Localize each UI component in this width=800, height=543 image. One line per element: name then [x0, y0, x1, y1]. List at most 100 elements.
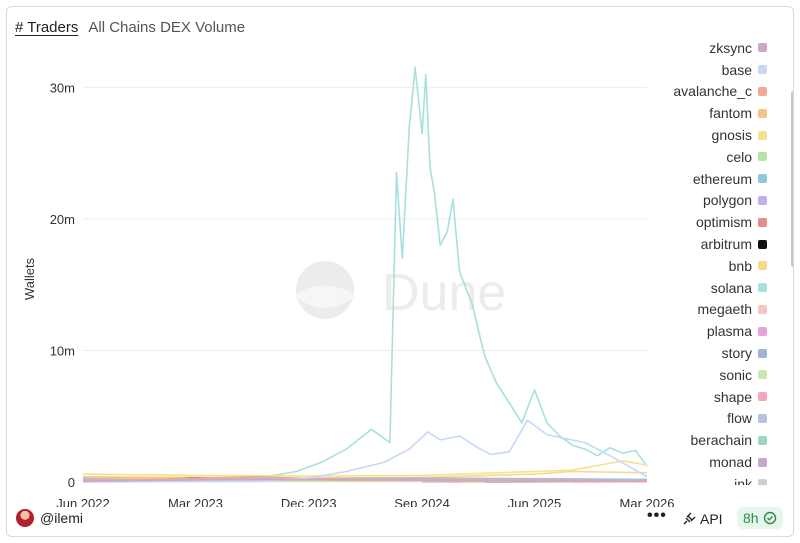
legend-item-ethereum[interactable]: ethereum [667, 168, 785, 190]
legend-label: solana [710, 279, 752, 296]
legend-item-solana[interactable]: solana [667, 277, 785, 299]
legend-item-story[interactable]: story [667, 342, 785, 364]
chart-footer: @ilemi ••• API 8h [7, 507, 793, 535]
series-line-zksync [82, 478, 648, 483]
legend-item-avalanche_c[interactable]: avalanche_c [667, 81, 785, 103]
legend-swatch [758, 152, 767, 162]
legend-swatch [758, 261, 767, 271]
author[interactable]: @ilemi [16, 509, 83, 527]
legend-item-base[interactable]: base [667, 59, 785, 81]
legend-swatch [758, 130, 767, 140]
legend-swatch [758, 239, 767, 249]
legend-label: monad [709, 454, 752, 471]
legend-label: story [721, 345, 752, 362]
legend-swatch [758, 65, 767, 75]
legend-label: berachain [690, 432, 753, 449]
x-axis-ticks: Jun 2022 Mar 2023 Dec 2023 Sep 2024 Jun 2025… [56, 496, 674, 507]
legend-swatch [758, 217, 767, 227]
legend-swatch [758, 479, 767, 485]
legend-item-flow[interactable]: flow [667, 408, 785, 430]
legend-item-sonic[interactable]: sonic [667, 364, 785, 386]
legend-label: megaeth [697, 301, 752, 318]
legend-swatch [758, 370, 767, 380]
series-line-base [82, 419, 648, 483]
series-lines [82, 66, 648, 483]
y-axis-ticks: 0 10m 20m 30m [50, 80, 75, 490]
legend-label: optimism [695, 214, 752, 231]
x-tick-label: Mar 2026 [620, 496, 675, 507]
username: @ilemi [40, 510, 83, 526]
chart-subtitle: All Chains DEX Volume [88, 19, 246, 36]
y-tick-label: 0 [68, 475, 75, 490]
y-tick-label: 30m [50, 80, 75, 95]
dune-watermark: Dune [296, 261, 506, 322]
legend-scrollbar[interactable] [791, 91, 793, 267]
tab-traders[interactable]: # Traders [15, 19, 79, 36]
legend-swatch [758, 43, 767, 53]
legend-item-optimism[interactable]: optimism [667, 211, 785, 233]
legend-label: polygon [702, 192, 752, 209]
legend-item-polygon[interactable]: polygon [667, 190, 785, 212]
legend-item-gnosis[interactable]: gnosis [667, 124, 785, 146]
legend-swatch [758, 283, 767, 293]
y-tick-label: 20m [50, 212, 75, 227]
legend-label: ethereum [692, 170, 752, 187]
legend-swatch [758, 174, 767, 184]
legend-label: fantom [709, 105, 752, 122]
legend-swatch [758, 326, 767, 336]
legend-label: bnb [728, 257, 752, 274]
legend-label: zksync [709, 39, 752, 56]
legend-item-fantom[interactable]: fantom [667, 102, 785, 124]
series-line-avalanche_c [82, 475, 648, 482]
legend-item-bnb[interactable]: bnb [667, 255, 785, 277]
api-button[interactable]: API [682, 511, 723, 527]
legend-item-arbitrum[interactable]: arbitrum [667, 233, 785, 255]
legend-item-shape[interactable]: shape [667, 386, 785, 408]
check-circle-icon [763, 511, 776, 525]
legend-swatch [758, 86, 767, 96]
x-tick-label: Dec 2023 [281, 496, 337, 507]
legend-swatch [758, 195, 767, 205]
line-chart: Dune 0 10m 20m 30m Jun 2022 Mar 2023 Dec 2023… [22, 66, 674, 507]
legend-item-celo[interactable]: celo [667, 146, 785, 168]
legend-item-megaeth[interactable]: megaeth [667, 299, 785, 321]
legend-swatch [758, 348, 767, 358]
series-line-gnosis [82, 460, 648, 477]
watermark-text: Dune [382, 264, 506, 322]
x-tick-label: Mar 2023 [168, 496, 223, 507]
legend-label: gnosis [711, 127, 752, 144]
legend-label: base [721, 61, 752, 78]
more-options-button[interactable]: ••• [647, 507, 667, 524]
y-axis-label: Wallets [22, 257, 37, 300]
chart-card: # Traders All Chains DEX Volume Dune 0 10… [6, 6, 794, 537]
plug-icon [683, 512, 696, 525]
x-tick-label: Sep 2024 [394, 496, 450, 507]
legend-item-berachain[interactable]: berachain [667, 429, 785, 451]
legend-item-monad[interactable]: monad [667, 451, 785, 473]
legend-item-zksync[interactable]: zksync [667, 37, 785, 59]
x-tick-label: Jun 2022 [56, 496, 110, 507]
grid-lines [83, 86, 647, 483]
x-tick-label: Jun 2025 [508, 496, 562, 507]
api-label: API [700, 511, 723, 527]
legend-item-plasma[interactable]: plasma [667, 320, 785, 342]
legend-label: sonic [719, 366, 752, 383]
legend-swatch [758, 435, 767, 445]
legend-label: avalanche_c [673, 83, 752, 100]
legend-label: flow [727, 410, 752, 427]
refresh-interval: 8h [743, 510, 759, 526]
series-line-solana [82, 66, 648, 482]
legend-swatch [758, 304, 767, 314]
legend-label: plasma [706, 323, 752, 340]
legend-label: shape [713, 388, 752, 405]
y-tick-label: 10m [50, 343, 75, 358]
legend-swatch [758, 413, 767, 423]
legend-item-ink[interactable]: ink [667, 473, 785, 485]
legend-swatch [758, 392, 767, 402]
legend-label: arbitrum [700, 236, 752, 253]
legend-label: ink [734, 475, 752, 485]
chart-header: # Traders All Chains DEX Volume [15, 19, 245, 36]
dune-logo-shape [296, 285, 354, 308]
refresh-badge[interactable]: 8h [737, 507, 783, 529]
